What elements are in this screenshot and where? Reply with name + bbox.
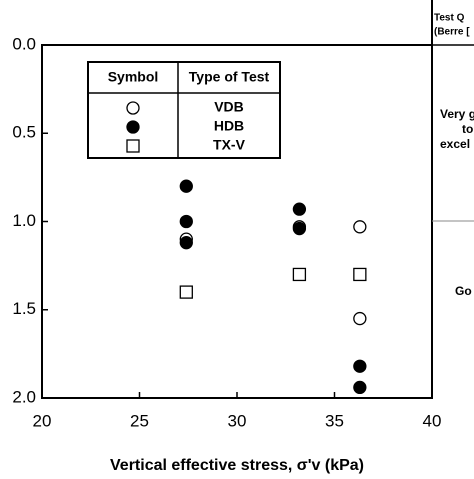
y-tick-label: 1.5 — [12, 299, 36, 318]
y-tick-label: 2.0 — [12, 387, 36, 406]
point — [179, 236, 193, 250]
panel-cell: Very g — [440, 107, 474, 121]
legend-label: HDB — [214, 118, 244, 134]
point — [292, 221, 307, 236]
point — [353, 380, 367, 395]
point — [179, 285, 193, 299]
x-tick-label: 20 — [33, 411, 52, 430]
point — [179, 179, 193, 193]
panel-cell: to — [462, 122, 473, 136]
y-tick-label: 0.5 — [12, 123, 36, 142]
legend-symbol — [126, 120, 140, 134]
legend-symbol — [126, 139, 140, 153]
panel-cell: Go — [455, 284, 472, 298]
legend-header: Symbol — [108, 69, 159, 85]
x-tick-label: 35 — [325, 411, 344, 430]
x-tick-label: 25 — [130, 411, 149, 430]
point — [292, 202, 307, 216]
y-tick-label: 0.0 — [12, 34, 36, 53]
point — [353, 359, 367, 373]
point — [353, 220, 367, 234]
y-tick-label: 1.0 — [12, 211, 36, 230]
legend-header: Type of Test — [189, 69, 270, 85]
x-tick-label: 40 — [423, 411, 442, 430]
legend-symbol — [126, 101, 140, 115]
legend-label: VDB — [214, 99, 244, 115]
x-tick-label: 30 — [228, 411, 247, 430]
panel-header: Test Q — [434, 13, 465, 24]
point — [353, 311, 367, 326]
panel-header: (Berre [ — [434, 27, 470, 38]
point — [179, 214, 193, 229]
legend-box — [87, 61, 281, 159]
x-axis-label: Vertical effective stress, σ'v (kPa) — [110, 457, 364, 474]
panel-cell: excel — [440, 137, 470, 151]
point — [292, 267, 307, 282]
point — [353, 267, 367, 282]
legend-label: TX-V — [213, 137, 246, 153]
